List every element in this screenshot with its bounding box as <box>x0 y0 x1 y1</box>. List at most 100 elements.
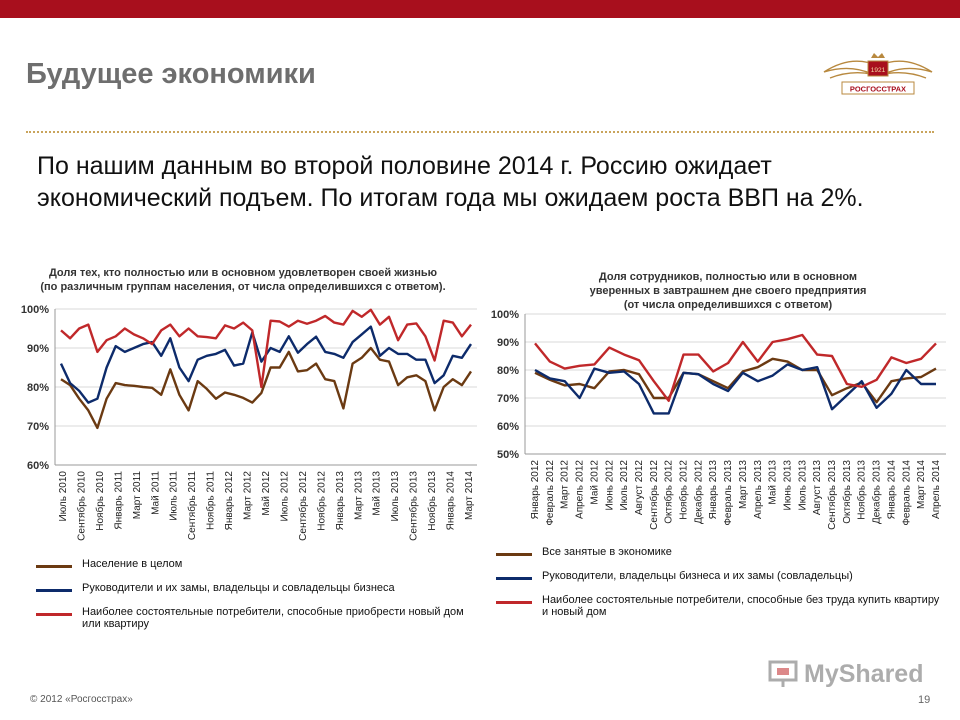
legend-item-all-employed: Все занятые в экономике <box>496 546 936 558</box>
x-tick-label: Ноябрь 2012 <box>678 460 690 520</box>
chart-title-line: уверенных в завтрашнем дне своего предпр… <box>590 285 867 297</box>
title-divider <box>26 131 934 133</box>
watermark: MyShared <box>768 658 928 690</box>
legend-label: Руководители, владельцы бизнеса и их зам… <box>542 570 853 582</box>
x-tick-label: Июль 2012 <box>619 460 630 511</box>
x-tick-label: Июль 2010 <box>58 471 69 522</box>
x-tick-label: Январь 2011 <box>113 471 124 530</box>
y-tick-label: 90% <box>27 343 49 355</box>
x-tick-label: Январь 2013 <box>708 460 719 520</box>
logo-wordmark: РОСГОССТРАХ <box>850 85 906 94</box>
legend-item-executives: Руководители и их замы, владельцы и совл… <box>36 582 476 594</box>
x-tick-label: Октябрь 2012 <box>663 460 675 524</box>
x-tick-label: Июль 2013 <box>797 460 808 511</box>
x-tick-label: Март 2013 <box>353 471 364 520</box>
x-tick-label: Апрель 2012 <box>575 460 586 519</box>
legend-label: Население в целом <box>82 558 183 570</box>
x-tick-label: Ноябрь 2012 <box>315 471 327 531</box>
chart-title-line: (по различным группам населения, от числ… <box>40 281 445 293</box>
lead-text: По нашим данным во второй половине 2014 … <box>37 152 864 212</box>
page-title: Будущее экономики <box>26 58 316 90</box>
x-tick-label: Март 2011 <box>132 471 143 520</box>
x-tick-label: Декабрь 2013 <box>871 460 883 524</box>
x-tick-label: Январь 2014 <box>446 471 457 531</box>
legend-swatch <box>36 589 72 592</box>
legend-label: Наиболее состоятельные потребители, спос… <box>82 606 464 630</box>
chart-title-line: (от числа определившихся с ответом) <box>624 299 833 311</box>
x-tick-label: Февраль 2012 <box>545 460 556 526</box>
x-tick-label: Сентябрь 2012 <box>648 460 660 530</box>
series-line <box>534 363 936 415</box>
x-tick-label: Май 2013 <box>372 471 383 516</box>
x-tick-label: Март 2014 <box>464 471 475 520</box>
x-tick-label: Август 2012 <box>634 460 645 516</box>
x-tick-label: Апрель 2014 <box>931 460 942 519</box>
y-tick-label: 100% <box>491 309 519 321</box>
x-tick-label: Декабрь 2012 <box>692 460 704 524</box>
legend-label: Все занятые в экономике <box>542 546 672 558</box>
legend-swatch <box>496 601 532 604</box>
x-tick-label: Сентябрь 2013 <box>408 471 420 541</box>
x-tick-label: Ноябрь 2013 <box>856 460 868 520</box>
legend-label: Руководители и их замы, владельцы и совл… <box>82 582 395 594</box>
x-tick-label: Апрель 2013 <box>753 460 764 519</box>
y-tick-label: 80% <box>497 365 519 377</box>
y-tick-label: 60% <box>27 460 49 472</box>
x-tick-label: Март 2014 <box>916 460 927 509</box>
x-tick-label: Май 2012 <box>261 471 272 516</box>
x-tick-label: Июль 2011 <box>169 471 180 521</box>
logo-year: 1921 <box>871 67 886 74</box>
chart2-legend: Все занятые в экономике Руководители, вл… <box>496 546 939 618</box>
legend-item-wealthy: Наиболее состоятельные потребители, спос… <box>36 606 482 630</box>
x-tick-label: Сентябрь 2010 <box>75 471 87 541</box>
x-tick-label: Сентябрь 2012 <box>297 471 309 541</box>
x-tick-label: Январь 2013 <box>335 471 346 531</box>
x-tick-label: Март 2012 <box>243 471 254 520</box>
legend-item-population: Население в целом <box>36 558 476 570</box>
series-line <box>60 308 472 389</box>
copyright: © 2012 «Росгосстрах» <box>30 694 133 705</box>
series-line <box>534 333 937 402</box>
top-accent-bar <box>0 0 960 18</box>
y-tick-label: 70% <box>497 393 519 405</box>
x-tick-label: Февраль 2014 <box>901 460 912 526</box>
x-tick-label: Июнь 2012 <box>604 460 615 511</box>
y-tick-label: 100% <box>21 304 49 316</box>
y-tick-label: 50% <box>497 449 519 461</box>
legend-swatch <box>36 613 72 616</box>
legend-swatch <box>36 565 72 568</box>
x-tick-label: Январь 2012 <box>530 460 541 520</box>
y-tick-label: 90% <box>497 337 519 349</box>
rosgosstrakh-logo: 1921 РОСГОССТРАХ <box>823 53 933 95</box>
x-tick-label: Сентябрь 2011 <box>186 471 198 541</box>
chart-title-line: Доля сотрудников, полностью или в основн… <box>599 271 857 283</box>
x-tick-label: Январь 2014 <box>886 460 897 520</box>
x-tick-label: Март 2013 <box>738 460 749 509</box>
chart-title-line: Доля тех, кто полностью или в основном у… <box>49 267 437 279</box>
chart1-legend: Население в целом Руководители и их замы… <box>36 558 476 630</box>
x-tick-label: Май 2011 <box>150 471 161 515</box>
presentation-icon <box>768 660 798 687</box>
x-tick-label: Октябрь 2013 <box>841 460 853 524</box>
watermark-text: MyShared <box>804 660 924 688</box>
x-tick-label: Июнь 2013 <box>782 460 793 511</box>
x-tick-label: Сентябрь 2013 <box>826 460 838 530</box>
x-tick-label: Ноябрь 2013 <box>426 471 438 531</box>
x-tick-label: Май 2013 <box>768 460 779 505</box>
x-tick-label: Январь 2012 <box>224 471 235 531</box>
legend-swatch <box>496 553 532 556</box>
legend-item-wealthy-buyers: Наиболее состоятельные потребители, спос… <box>496 594 942 618</box>
page-number: 19 <box>918 694 931 706</box>
legend-label: Наиболее состоятельные потребители, спос… <box>542 594 940 618</box>
x-tick-label: Май 2012 <box>589 460 600 505</box>
x-tick-label: Март 2012 <box>560 460 571 509</box>
x-tick-label: Февраль 2013 <box>723 460 734 526</box>
x-tick-label: Август 2013 <box>812 460 823 516</box>
legend-item-business-leaders: Руководители, владельцы бизнеса и их зам… <box>496 570 936 582</box>
y-tick-label: 70% <box>27 421 49 433</box>
series-line <box>60 346 472 430</box>
x-tick-label: Ноябрь 2011 <box>205 471 217 530</box>
x-tick-label: Ноябрь 2010 <box>94 471 106 531</box>
